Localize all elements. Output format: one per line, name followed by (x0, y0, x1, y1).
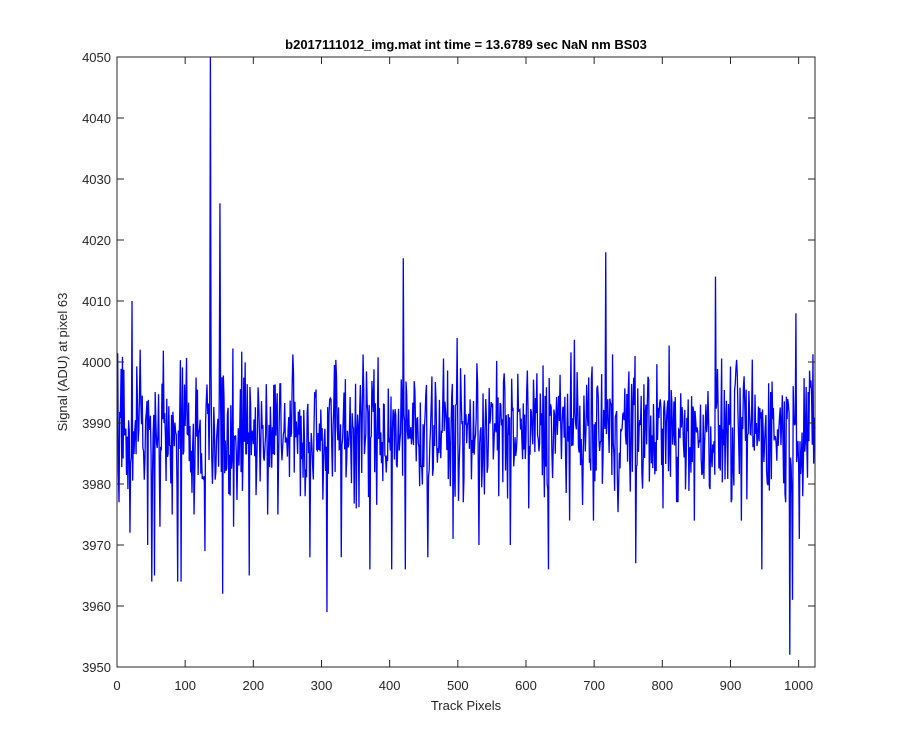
y-tick-label: 4040 (82, 111, 111, 126)
y-tick-label: 4050 (82, 50, 111, 65)
x-tick-label: 1000 (784, 678, 813, 693)
y-axis: 3950 3960 3970 3980 3990 4000 4010 4020 4030 4040… (82, 50, 815, 675)
x-tick-label: 700 (583, 678, 605, 693)
y-tick-label: 4020 (82, 233, 111, 248)
y-axis-label: Signal (ADU) at pixel 63 (55, 293, 70, 432)
y-tick-label: 3960 (82, 599, 111, 614)
y-tick-label: 3950 (82, 660, 111, 675)
x-tick-label: 600 (515, 678, 537, 693)
chart-title: b2017111012_img.mat int time = 13.6789 s… (285, 37, 647, 52)
series-layer (117, 56, 816, 655)
y-tick-label: 4000 (82, 355, 111, 370)
x-tick-label: 200 (242, 678, 264, 693)
x-tick-label: 300 (311, 678, 333, 693)
x-tick-label: 100 (174, 678, 196, 693)
y-tick-label: 4010 (82, 294, 111, 309)
x-tick-label: 0 (113, 678, 120, 693)
x-tick-label: 400 (379, 678, 401, 693)
x-axis: 0 100 200 300 400 500 600 700 800 900 1000 (113, 57, 813, 693)
y-tick-label: 3990 (82, 416, 111, 431)
y-tick-label: 3980 (82, 477, 111, 492)
x-axis-label: Track Pixels (431, 698, 502, 713)
y-tick-label: 3970 (82, 538, 111, 553)
y-tick-label: 4030 (82, 172, 111, 187)
signal-series-line (117, 56, 816, 655)
x-tick-label: 500 (447, 678, 469, 693)
plot-area (117, 57, 815, 667)
x-tick-label: 800 (651, 678, 673, 693)
x-tick-label: 900 (720, 678, 742, 693)
